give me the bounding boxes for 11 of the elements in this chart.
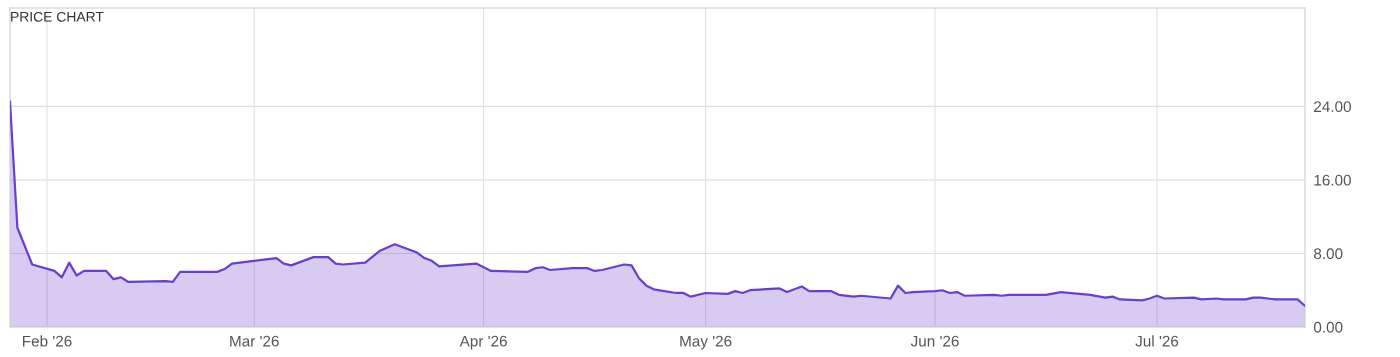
x-tick-label: Jul '26 bbox=[1135, 335, 1179, 347]
x-tick-label: Feb '26 bbox=[23, 335, 72, 347]
y-tick-label: 8.00 bbox=[1314, 248, 1343, 260]
x-tick-label: Apr '26 bbox=[459, 335, 507, 350]
chart-title: PRICE CHART bbox=[11, 11, 104, 22]
y-tick-label: 0.00 bbox=[1313, 321, 1343, 333]
x-tick-label: May '26 bbox=[680, 335, 732, 350]
y-tick-label: 16.00 bbox=[1314, 174, 1351, 186]
y-tick-label: 24.00 bbox=[1314, 101, 1351, 113]
x-tick-label: Jun '26 bbox=[910, 335, 959, 347]
x-tick-label: Mar '26 bbox=[230, 335, 279, 347]
